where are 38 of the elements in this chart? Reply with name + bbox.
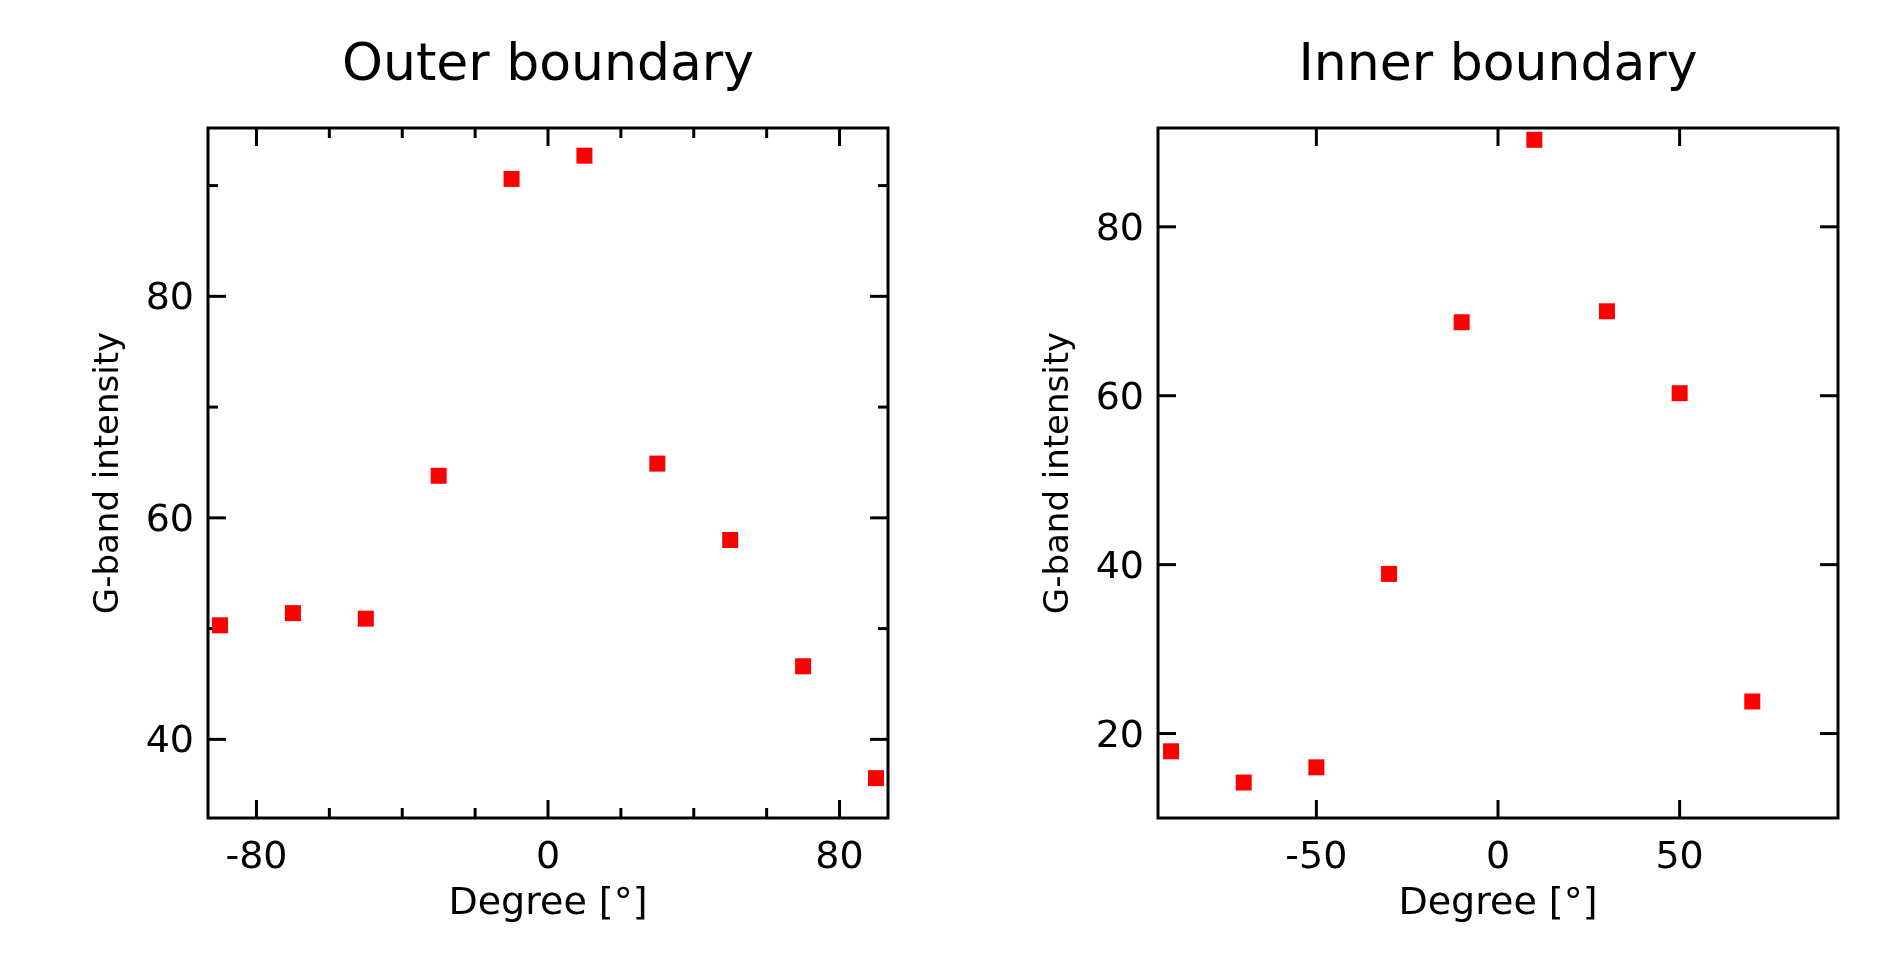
point [722,532,739,549]
x-tick-label: 80 [815,833,864,877]
y-tick-label: 60 [145,495,194,540]
point [1163,743,1180,760]
point [503,170,520,187]
y-axis-title: G-band intensity [1036,331,1076,615]
point [284,605,301,622]
point [795,658,812,675]
point [1598,303,1615,320]
chart-title: Outer boundary [342,32,754,92]
y-axis-title: G-band intensity [86,331,126,615]
point [1308,759,1325,776]
y-tick-label: 80 [1095,204,1144,249]
chart-title: Inner boundary [1298,32,1698,92]
x-tick-label: 0 [535,833,561,877]
x-axis-title: Degree [°] [448,879,648,923]
point [649,455,666,472]
point [1381,565,1398,582]
point [1671,385,1688,402]
y-tick-label: 80 [145,274,194,319]
point [430,467,447,484]
y-tick-label: 60 [1095,373,1144,418]
x-tick-label: -80 [225,833,288,877]
point [576,147,593,164]
x-tick-label: -50 [1285,833,1348,877]
point [212,617,229,634]
point [867,770,884,787]
x-tick-label: 0 [1485,833,1511,877]
x-tick-label: 50 [1655,833,1704,877]
point [1453,314,1470,331]
point [1744,693,1761,710]
point [357,610,374,627]
y-tick-label: 40 [1095,542,1144,587]
y-tick-label: 20 [1095,711,1144,756]
x-axis-title: Degree [°] [1398,879,1598,923]
y-tick-label: 40 [145,717,194,762]
point [1526,131,1543,148]
point [1235,774,1252,791]
